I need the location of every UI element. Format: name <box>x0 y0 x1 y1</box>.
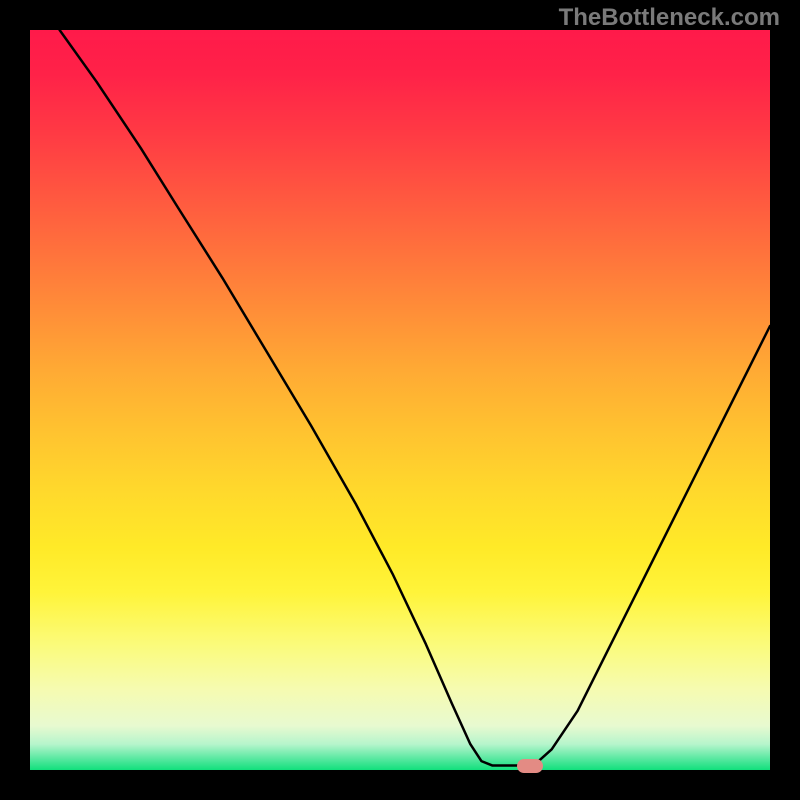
plot-area <box>30 30 770 770</box>
watermark-text: TheBottleneck.com <box>559 4 780 32</box>
minimum-marker <box>517 759 543 773</box>
chart-stage: TheBottleneck.com <box>0 0 800 800</box>
marker-pill <box>517 759 543 773</box>
gradient-background <box>30 30 770 770</box>
